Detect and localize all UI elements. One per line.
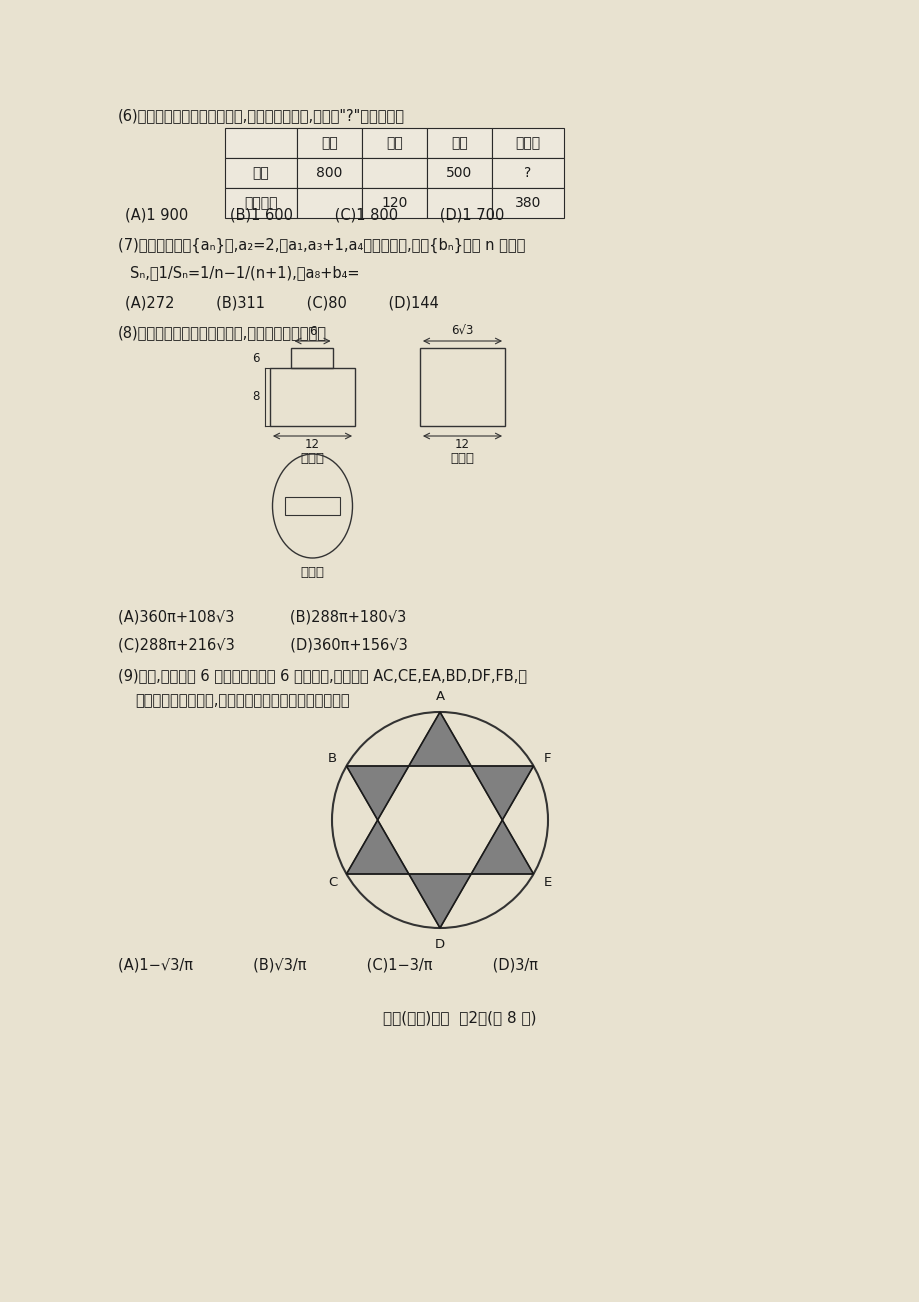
Bar (361, 128, 426, 158)
Text: A: A (435, 690, 444, 703)
Text: (A)1−√3/π             (B)√3/π             (C)1−3/π             (D)3/π: (A)1−√3/π (B)√3/π (C)1−3/π (D)3/π (118, 958, 538, 973)
Polygon shape (346, 766, 408, 820)
Text: (A)1 900         (B)1 600         (C)1 800         (D)1 700: (A)1 900 (B)1 600 (C)1 800 (D)1 700 (125, 208, 504, 223)
Polygon shape (377, 766, 502, 874)
Text: B: B (328, 751, 336, 764)
Bar (492, 128, 563, 158)
Text: (8)某几何体的三视图如图所示,则该几何体的体积为: (8)某几何体的三视图如图所示,则该几何体的体积为 (118, 326, 326, 340)
Text: (A)272         (B)311         (C)80         (D)144: (A)272 (B)311 (C)80 (D)144 (125, 296, 438, 310)
Text: 6√3: 6√3 (451, 326, 473, 339)
Text: E: E (543, 875, 550, 888)
Text: C: C (328, 875, 337, 888)
Text: 800: 800 (316, 165, 342, 180)
Bar (361, 187, 426, 217)
Bar (426, 128, 492, 158)
Text: 高一: 高一 (321, 135, 337, 150)
Text: 高二: 高二 (386, 135, 403, 150)
Polygon shape (471, 766, 533, 820)
Bar (225, 158, 297, 187)
Bar (297, 128, 361, 158)
Polygon shape (346, 820, 408, 874)
Text: D: D (435, 937, 445, 950)
Text: 12: 12 (305, 437, 320, 450)
Bar (297, 158, 361, 187)
Text: 380: 380 (515, 197, 540, 210)
Polygon shape (408, 874, 471, 928)
Text: 人数: 人数 (253, 165, 269, 180)
Text: 侧视图: 侧视图 (450, 452, 474, 465)
Text: 样本人数: 样本人数 (244, 197, 278, 210)
Bar (225, 187, 297, 217)
Bar (426, 158, 492, 187)
Text: 高三: 高三 (450, 135, 468, 150)
Text: (C)288π+216√3            (D)360π+156√3: (C)288π+216√3 (D)360π+156√3 (118, 637, 407, 652)
Text: F: F (543, 751, 550, 764)
Bar (426, 187, 492, 217)
Bar (361, 158, 426, 187)
Text: (A)360π+108√3            (B)288π+180√3: (A)360π+108√3 (B)288π+180√3 (118, 611, 406, 625)
Polygon shape (408, 712, 471, 766)
Text: 正视图: 正视图 (301, 452, 324, 465)
Text: Sₙ,且1/Sₙ=1/n−1/(n+1),则a₈+b₄=: Sₙ,且1/Sₙ=1/n−1/(n+1),则a₈+b₄= (130, 266, 359, 280)
Text: ?: ? (524, 165, 531, 180)
Bar (291, 348, 333, 368)
Bar (420, 348, 505, 426)
Text: 500: 500 (446, 165, 472, 180)
Text: (9)如图,圆周上的 6 个点是该圆周的 6 个等分点,分别连接 AC,CE,EA,BD,DF,FB,在: (9)如图,圆周上的 6 个点是该圆周的 6 个等分点,分别连接 AC,CE,E… (118, 668, 527, 684)
Text: 12: 12 (455, 437, 470, 450)
Bar (285, 497, 340, 516)
Bar (492, 158, 563, 187)
Text: 俯视图: 俯视图 (301, 566, 324, 579)
Text: 数学(文科)试题  第2页(共 8 页): 数学(文科)试题 第2页(共 8 页) (383, 1010, 536, 1025)
Polygon shape (471, 820, 533, 874)
Text: 圆内部随机投掷一点,则该点不落在阴影部分内的概率是: 圆内部随机投掷一点,则该点不落在阴影部分内的概率是 (135, 693, 349, 708)
Text: 120: 120 (380, 197, 407, 210)
Text: 总人数: 总人数 (515, 135, 540, 150)
Text: 6: 6 (252, 352, 259, 365)
Bar (492, 187, 563, 217)
Text: 8: 8 (252, 391, 259, 404)
Text: (7)已知等比数列{aₙ}中,a₂=2,又a₁,a₃+1,a₄成等差数列,数列{bₙ}的前 n 项和为: (7)已知等比数列{aₙ}中,a₂=2,又a₁,a₃+1,a₄成等差数列,数列{… (118, 238, 525, 253)
Text: 6: 6 (309, 326, 316, 339)
Bar (297, 187, 361, 217)
Text: (6)某校进行一次分层抽样调查,结果如下表所示,则表中"?"处的数字为: (6)某校进行一次分层抽样调查,结果如下表所示,则表中"?"处的数字为 (118, 108, 404, 122)
Bar (225, 128, 297, 158)
Bar (269, 368, 355, 426)
